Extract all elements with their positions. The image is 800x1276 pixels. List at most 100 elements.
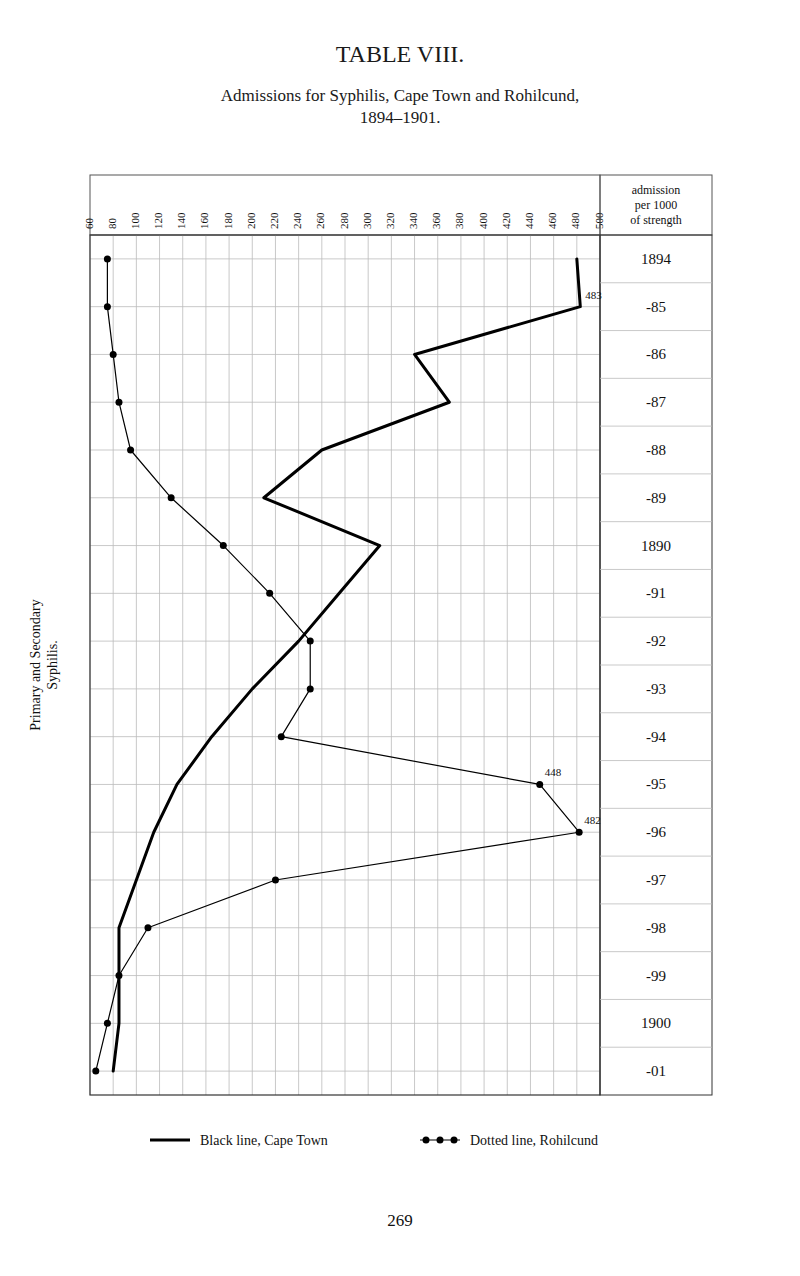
annotation: 483 [585, 289, 602, 301]
annotation: 482 [584, 814, 601, 826]
x-grid-line [345, 235, 346, 1095]
x-grid-line [437, 235, 438, 1095]
page-number: 269 [387, 1211, 413, 1230]
series-point [110, 351, 117, 358]
text-line: Admissions for Syphilis, Cape Town and R… [221, 86, 579, 105]
category-label: -91 [646, 585, 666, 601]
y-grid-line [90, 975, 600, 976]
x-tick-label: 240 [291, 212, 303, 229]
series-point [144, 924, 151, 931]
legend-marker [451, 1137, 458, 1144]
x-tick-label: 300 [361, 212, 373, 229]
legend-marker [423, 1137, 430, 1144]
category-separator [600, 617, 712, 618]
x-tick-label: 480 [569, 212, 581, 229]
series-line [113, 259, 580, 1071]
x-grid-line [229, 235, 230, 1095]
category-separator [600, 569, 712, 570]
y-grid-line [90, 688, 600, 689]
subtitle: Admissions for Syphilis, Cape Town and R… [221, 86, 579, 127]
y-grid-line [90, 1023, 600, 1024]
category-separator [600, 473, 712, 474]
x-grid-line [414, 235, 415, 1095]
x-tick-label: 400 [477, 212, 489, 229]
text-line: Syphilis. [45, 640, 60, 689]
x-tick-label: 60 [83, 218, 95, 230]
text-line: Primary and Secondary [28, 599, 43, 730]
side-label: Primary and SecondarySyphilis. [28, 599, 60, 730]
category-label: -97 [646, 872, 666, 888]
y-grid-line [90, 450, 600, 451]
x-grid-line [460, 235, 461, 1095]
x-grid-line [368, 235, 369, 1095]
text-line: per 1000 [635, 198, 677, 212]
category-panel-frame [600, 235, 712, 1095]
plot-frame [90, 235, 600, 1095]
category-label: -88 [646, 442, 666, 458]
y-grid-line [90, 832, 600, 833]
x-grid-line [136, 235, 137, 1095]
x-grid-line [113, 235, 114, 1095]
x-grid-line [576, 235, 577, 1095]
x-tick-label: 200 [245, 212, 257, 229]
y-grid-line [90, 402, 600, 403]
category-separator [600, 282, 712, 283]
category-label: 1900 [641, 1015, 671, 1031]
series-point [104, 255, 111, 262]
category-label: -94 [646, 729, 666, 745]
x-tick-label: 360 [430, 212, 442, 229]
category-separator [600, 665, 712, 666]
category-separator [600, 903, 712, 904]
y-grid-line [90, 1071, 600, 1072]
category-separator [600, 760, 712, 761]
x-tick-label: 80 [106, 218, 118, 230]
series-point [576, 829, 583, 836]
category-label: -92 [646, 633, 666, 649]
x-tick-label: 280 [338, 212, 350, 229]
y-grid-line [90, 641, 600, 642]
y-grid-line [90, 880, 600, 881]
x-grid-line [530, 235, 531, 1095]
x-grid-line [159, 235, 160, 1095]
category-separator [600, 521, 712, 522]
series-point [168, 494, 175, 501]
y-grid-line [90, 545, 600, 546]
legend-entry: Dotted line, Rohilcund [470, 1133, 598, 1148]
series-point [266, 590, 273, 597]
x-tick-label: 160 [198, 212, 210, 229]
x-grid-line [484, 235, 485, 1095]
x-tick-label: 460 [546, 212, 558, 229]
x-grid-line [252, 235, 253, 1095]
category-label: -87 [646, 394, 666, 410]
category-label: -01 [646, 1063, 666, 1079]
category-label: -96 [646, 824, 666, 840]
x-tick-label: 120 [152, 212, 164, 229]
category-separator [600, 808, 712, 809]
y-grid-line [90, 306, 600, 307]
text-line: admission [632, 183, 681, 197]
x-grid-line [507, 235, 508, 1095]
series-point [115, 972, 122, 979]
x-tick-label: 440 [523, 212, 535, 229]
x-grid-line [182, 235, 183, 1095]
x-tick-label: 500 [593, 212, 605, 229]
legend-swatch [150, 1139, 190, 1142]
chart: TABLE VIII.Admissions for Syphilis, Cape… [0, 0, 800, 1276]
series-point [115, 399, 122, 406]
header-frame [90, 175, 600, 235]
category-label: -85 [646, 299, 666, 315]
category-label: -98 [646, 920, 666, 936]
series-line [96, 259, 579, 1071]
x-tick-label: 420 [500, 212, 512, 229]
series-point [127, 447, 134, 454]
x-axis-label: admissionper 1000of strength [630, 183, 682, 227]
text-line: of strength [630, 213, 682, 227]
legend-marker [437, 1137, 444, 1144]
series-point [278, 733, 285, 740]
category-separator [600, 330, 712, 331]
y-grid-line [90, 736, 600, 737]
series-point [104, 303, 111, 310]
x-grid-line [298, 235, 299, 1095]
category-separator [600, 712, 712, 713]
y-grid-line [90, 497, 600, 498]
